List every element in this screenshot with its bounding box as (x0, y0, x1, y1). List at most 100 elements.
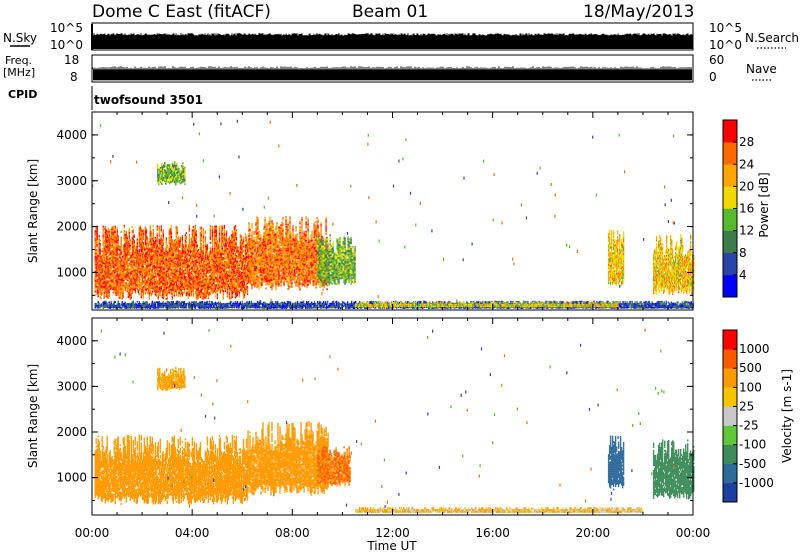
scatter-cell (94, 243, 96, 245)
scatter-cell (236, 262, 239, 265)
scatter-cell (146, 242, 148, 244)
scatter-cell (185, 276, 188, 278)
scatter-cell (166, 246, 168, 249)
scatter-cell (152, 272, 154, 275)
scatter-cell (155, 239, 157, 242)
scatter-cell (253, 275, 255, 277)
scatter-cell (135, 283, 137, 286)
scatter-cell (202, 233, 205, 236)
scatter-cell (225, 235, 228, 238)
scatter-cell (153, 250, 155, 253)
scatter-cell (180, 293, 182, 295)
scatter-cell (191, 236, 194, 239)
scatter-cell (253, 238, 255, 241)
scatter-cell (217, 289, 220, 292)
scatter-cell (239, 261, 242, 264)
scatter-cell (236, 248, 239, 250)
scatter-cell (152, 280, 154, 282)
scatter-cell (177, 282, 179, 284)
scatter-cell (104, 272, 106, 274)
scatter-cell (141, 255, 143, 258)
scatter-cell (238, 269, 241, 272)
scatter-cell (127, 285, 129, 287)
scatter-cell (249, 258, 251, 260)
scatter-cell (120, 242, 122, 244)
scatter-cell (187, 264, 190, 267)
scatter-cell (103, 245, 105, 248)
scatter-cell (187, 295, 190, 298)
scatter-cell (241, 288, 244, 291)
scatter-cell (116, 267, 118, 270)
scatter-cell (167, 262, 169, 265)
scatter-cell (105, 235, 107, 237)
scatter-cell (231, 232, 234, 234)
scatter-cell (200, 250, 203, 253)
scatter-cell (231, 266, 234, 269)
scatter-cell (96, 227, 98, 230)
scatter-cell (148, 253, 150, 256)
scatter-cell (221, 287, 224, 290)
freq-band-edge (92, 66, 692, 70)
scatter-cell (244, 257, 247, 259)
scatter-cell (205, 269, 208, 272)
scatter-cell (149, 225, 151, 228)
scatter-cell (257, 222, 259, 225)
scatter-cell (156, 252, 158, 255)
scatter-cell (102, 227, 104, 230)
scatter-cell (223, 245, 226, 247)
scatter-cell (123, 265, 125, 267)
scatter-cell (205, 297, 208, 299)
scatter-cell (251, 243, 253, 246)
scatter-cell (170, 254, 172, 257)
scatter-cell (170, 289, 172, 291)
nsky-tick-top: 10^5 (50, 21, 83, 35)
scatter-cell (109, 275, 111, 277)
scatter-cell (169, 252, 171, 254)
scatter-cell (220, 261, 223, 264)
scatter-cell (210, 283, 213, 286)
scatter-cell (105, 291, 107, 294)
scatter-cell (139, 262, 141, 264)
scatter-cell (169, 250, 171, 253)
scatter-cell (254, 282, 256, 284)
scatter-cell (191, 277, 194, 279)
scatter-cell (242, 286, 245, 288)
scatter-cell (197, 289, 200, 292)
scatter-cell (94, 279, 96, 282)
scatter-cell (101, 274, 103, 277)
scatter-cell (214, 277, 217, 279)
scatter-cell (131, 284, 133, 287)
scatter-cell (233, 272, 236, 274)
scatter-cell (255, 260, 257, 263)
scatter-cell (153, 266, 155, 269)
scatter-cell (243, 257, 246, 260)
scatter-cell (140, 270, 142, 273)
scatter-cell (234, 287, 237, 290)
scatter-cell (229, 256, 232, 259)
scatter-cell (223, 257, 226, 260)
scatter-cell (157, 279, 159, 282)
scatter-cell (191, 231, 194, 234)
scatter-cell (143, 259, 145, 262)
scatter-cell (235, 231, 238, 234)
scatter-cell (251, 287, 253, 290)
scatter-cell (256, 266, 258, 268)
scatter-cell (232, 278, 235, 281)
scatter-cell (151, 254, 153, 256)
scatter-cell (218, 231, 221, 233)
scatter-cell (173, 292, 175, 295)
scatter-cell (226, 282, 229, 285)
scatter-cell (109, 277, 111, 279)
scatter-cell (169, 233, 171, 236)
scatter-cell (97, 295, 99, 298)
scatter-cell (230, 260, 233, 262)
scatter-cell (95, 269, 97, 272)
scatter-cell (160, 236, 162, 239)
scatter-cell (236, 282, 239, 285)
scatter-cell (111, 255, 113, 258)
scatter-cell (177, 256, 179, 259)
scatter-cell (151, 243, 153, 245)
scatter-cell (207, 279, 210, 281)
scatter-cell (232, 267, 235, 270)
scatter-cell (147, 277, 149, 280)
